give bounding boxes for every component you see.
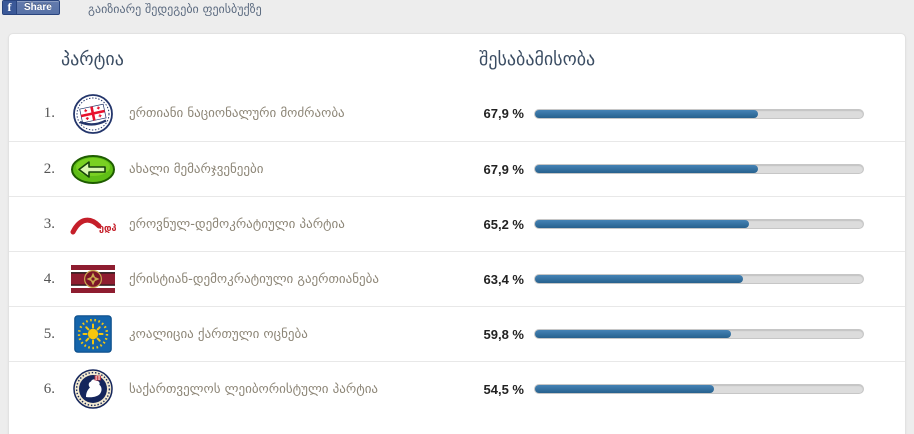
match-column-header: შესაბამისობა bbox=[479, 49, 596, 70]
match-bar-track bbox=[534, 108, 864, 119]
labour-party-logo-icon bbox=[73, 369, 113, 409]
party-logo bbox=[67, 93, 119, 134]
match-percent: 54,5 % bbox=[483, 381, 524, 397]
match-percent: 59,8 % bbox=[483, 326, 524, 342]
match-percent: 67,9 % bbox=[483, 161, 524, 177]
match-bar-track bbox=[534, 274, 864, 284]
rank-number: 2. bbox=[43, 160, 55, 177]
georgian-dream-logo-icon bbox=[74, 315, 112, 353]
facebook-share-button[interactable]: f Share bbox=[2, 0, 60, 15]
match-percent: 65,2 % bbox=[483, 216, 524, 232]
party-name: კოალიცია ქართული ოცნება bbox=[129, 326, 308, 342]
party-row: 4. ქრისტიან-დემოკრატიული გაერთიანება 63,… bbox=[9, 251, 905, 306]
party-name: ეროვნულ-დემოკრატიული პარტია bbox=[129, 216, 345, 232]
united-national-movement-logo-icon bbox=[73, 93, 113, 134]
party-logo bbox=[67, 154, 119, 185]
match-bar-track bbox=[534, 329, 864, 339]
match-bar-track bbox=[534, 164, 864, 174]
party-column-header: პარტია bbox=[61, 49, 124, 70]
match-bar-track bbox=[534, 384, 864, 394]
party-row: 2. ახალი მემარჯვენეები 67,9 % bbox=[9, 141, 905, 196]
match-bar-track bbox=[534, 219, 864, 229]
rank-number: 3. bbox=[43, 215, 55, 232]
rank-number: 6. bbox=[43, 380, 55, 397]
match-bar-fill bbox=[535, 275, 743, 283]
party-row: 5. კოალიცია ქართული ოცნება 59,8 % bbox=[9, 306, 905, 361]
new-rights-logo-icon bbox=[71, 154, 115, 184]
match-percent: 63,4 % bbox=[483, 271, 524, 287]
party-logo: ედპ bbox=[67, 211, 119, 237]
top-share-bar: f Share გაიზიარე შედეგები ფეისბუქზე bbox=[0, 0, 914, 30]
party-row: 1. bbox=[9, 86, 905, 141]
share-button-label: Share bbox=[24, 2, 52, 13]
party-row: 6. საქართველოს ლეიბორისტული პარტია 54,5 … bbox=[9, 361, 905, 416]
match-bar-fill bbox=[535, 220, 749, 228]
match-percent: 67,9 % bbox=[483, 106, 524, 121]
match-bar-fill bbox=[535, 109, 758, 118]
party-name: ქრისტიან-დემოკრატიული გაერთიანება bbox=[129, 271, 379, 287]
national-democratic-party-logo-icon: ედპ bbox=[70, 217, 116, 235]
party-logo bbox=[67, 265, 119, 293]
match-bar-fill bbox=[535, 165, 758, 173]
svg-text:ედპ: ედპ bbox=[99, 224, 116, 234]
party-name: საქართველოს ლეიბორისტული პარტია bbox=[129, 381, 379, 397]
party-name: ერთიანი ნაციონალური მოძრაობა bbox=[129, 106, 345, 121]
match-bar-fill bbox=[535, 385, 714, 393]
facebook-f-icon: f bbox=[3, 1, 17, 14]
party-logo bbox=[67, 369, 119, 409]
rank-number: 5. bbox=[43, 325, 55, 342]
party-name: ახალი მემარჯვენეები bbox=[129, 161, 264, 177]
table-header: პარტია შესაბამისობა bbox=[9, 34, 905, 86]
rank-number: 1. bbox=[43, 105, 55, 121]
match-bar-fill bbox=[535, 330, 732, 338]
results-panel: პარტია შესაბამისობა 1. bbox=[8, 33, 906, 434]
party-list: 1. bbox=[9, 86, 905, 416]
share-results-link[interactable]: გაიზიარე შედეგები ფეისბუქზე bbox=[88, 2, 262, 16]
rank-number: 4. bbox=[43, 270, 55, 287]
party-row: 3. ედპ ეროვნულ-დემოკრატიული პარტია 65,2 … bbox=[9, 196, 905, 251]
party-logo bbox=[67, 315, 119, 353]
christian-democratic-logo-icon bbox=[71, 265, 115, 293]
